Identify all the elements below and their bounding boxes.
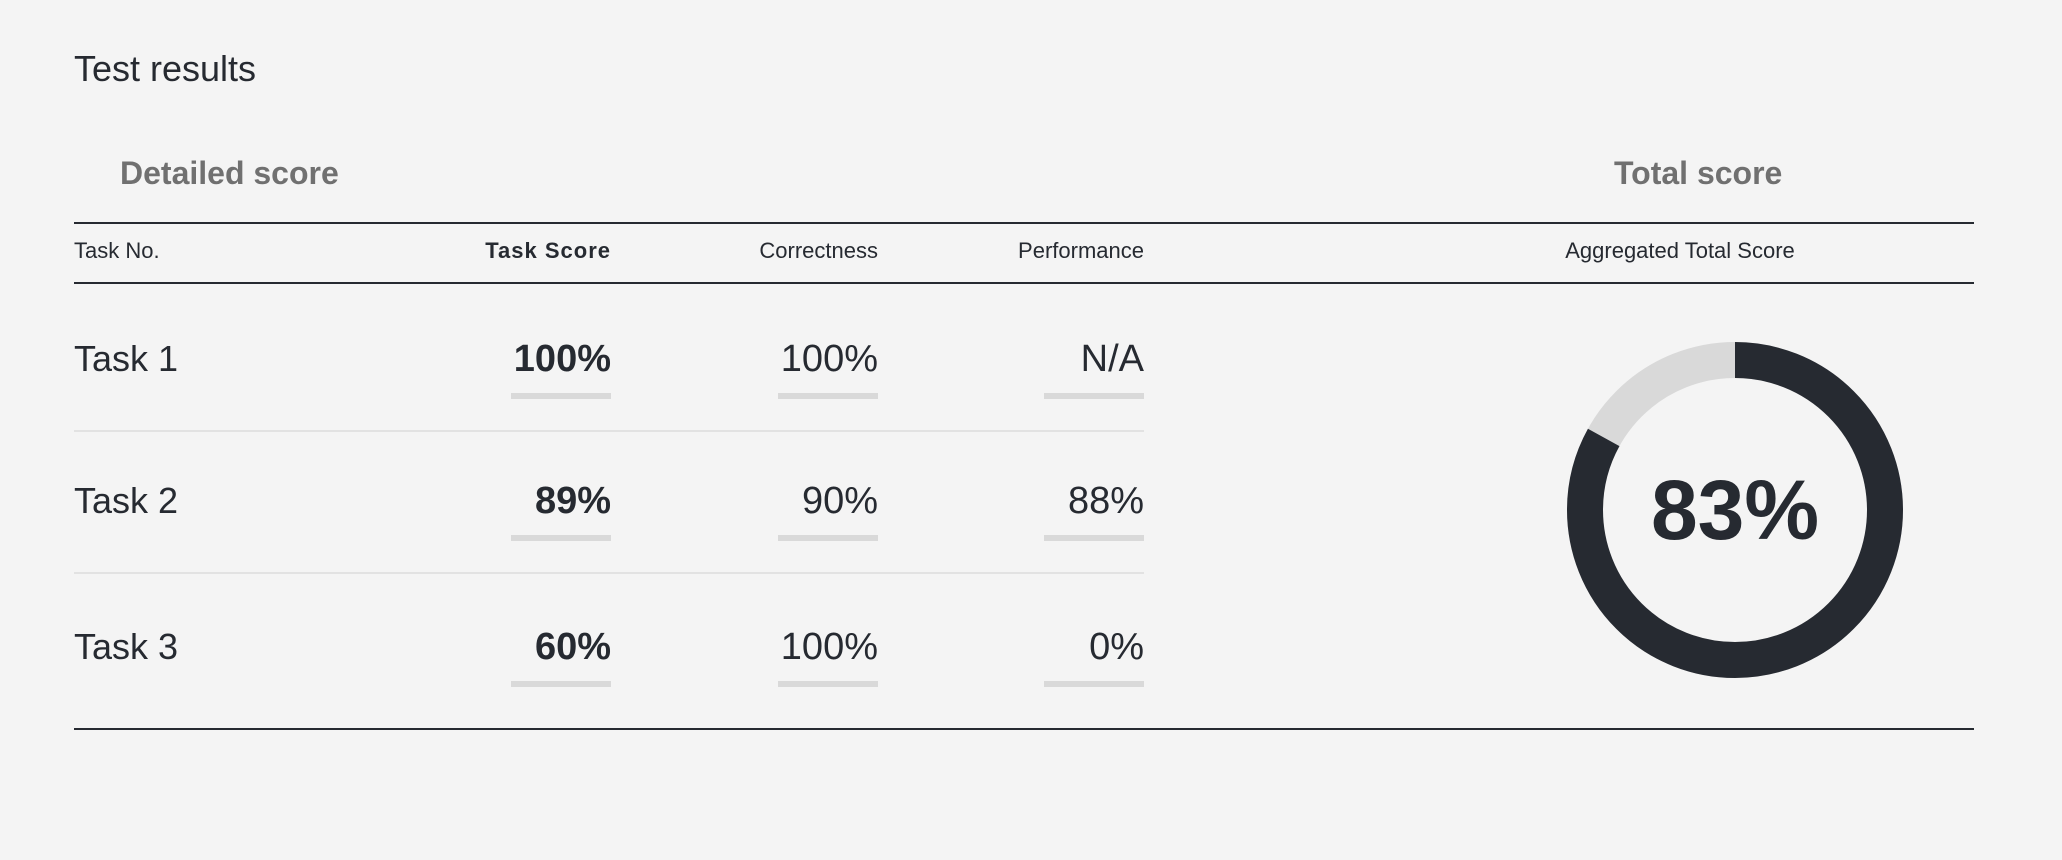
donut-progress	[1567, 342, 1903, 678]
row-separator	[74, 430, 1144, 432]
column-header-aggregated: Aggregated Total Score	[1565, 238, 1795, 263]
task-score-bar	[511, 535, 611, 541]
task-score-cell: 100%	[511, 337, 611, 399]
performance-bar	[1044, 393, 1144, 399]
performance-bar	[1044, 535, 1144, 541]
performance-value: 88%	[1067, 480, 1144, 522]
correctness-bar	[778, 393, 878, 399]
performance-value: N/A	[1080, 338, 1144, 380]
donut-svg	[1567, 342, 1903, 678]
correctness-cell: 100%	[778, 625, 878, 687]
correctness-cell: 100%	[778, 337, 878, 399]
column-header-task-no: Task No.	[74, 238, 160, 263]
column-header-task-score: Task Score	[485, 238, 611, 263]
correctness-value: 100%	[780, 338, 878, 380]
total-score-donut: 83%	[1565, 340, 1905, 680]
task-score-value: 89%	[534, 480, 611, 522]
column-header-correctness: Correctness	[759, 238, 878, 263]
performance-value: 0%	[1089, 626, 1144, 668]
page-title: Test results	[74, 48, 257, 89]
table-bottom-rule	[74, 728, 1974, 730]
correctness-value: 100%	[780, 626, 878, 668]
task-score-value: 100%	[513, 338, 611, 380]
performance-cell: 0%	[1044, 625, 1144, 687]
task-score-value: 60%	[534, 626, 611, 668]
task-score-bar	[511, 393, 611, 399]
correctness-cell: 90%	[778, 479, 878, 541]
correctness-bar	[778, 535, 878, 541]
task-score-cell: 89%	[511, 479, 611, 541]
correctness-bar	[778, 681, 878, 687]
performance-cell: 88%	[1044, 479, 1144, 541]
row-separator	[74, 572, 1144, 574]
total-score-value: 83%	[1650, 462, 1820, 557]
column-header-performance: Performance	[1018, 238, 1144, 263]
performance-bar	[1044, 681, 1144, 687]
task-score-bar	[511, 681, 611, 687]
header-bottom-rule	[74, 282, 1974, 284]
correctness-value: 90%	[801, 480, 878, 522]
task-score-cell: 60%	[511, 625, 611, 687]
total-score-heading: Total score	[1614, 155, 1783, 191]
task-label: Task 2	[74, 480, 179, 521]
detailed-score-heading: Detailed score	[120, 155, 339, 191]
header-top-rule	[74, 222, 1974, 224]
task-label: Task 3	[74, 626, 179, 667]
performance-cell: N/A	[1044, 337, 1144, 399]
task-label: Task 1	[74, 338, 179, 379]
